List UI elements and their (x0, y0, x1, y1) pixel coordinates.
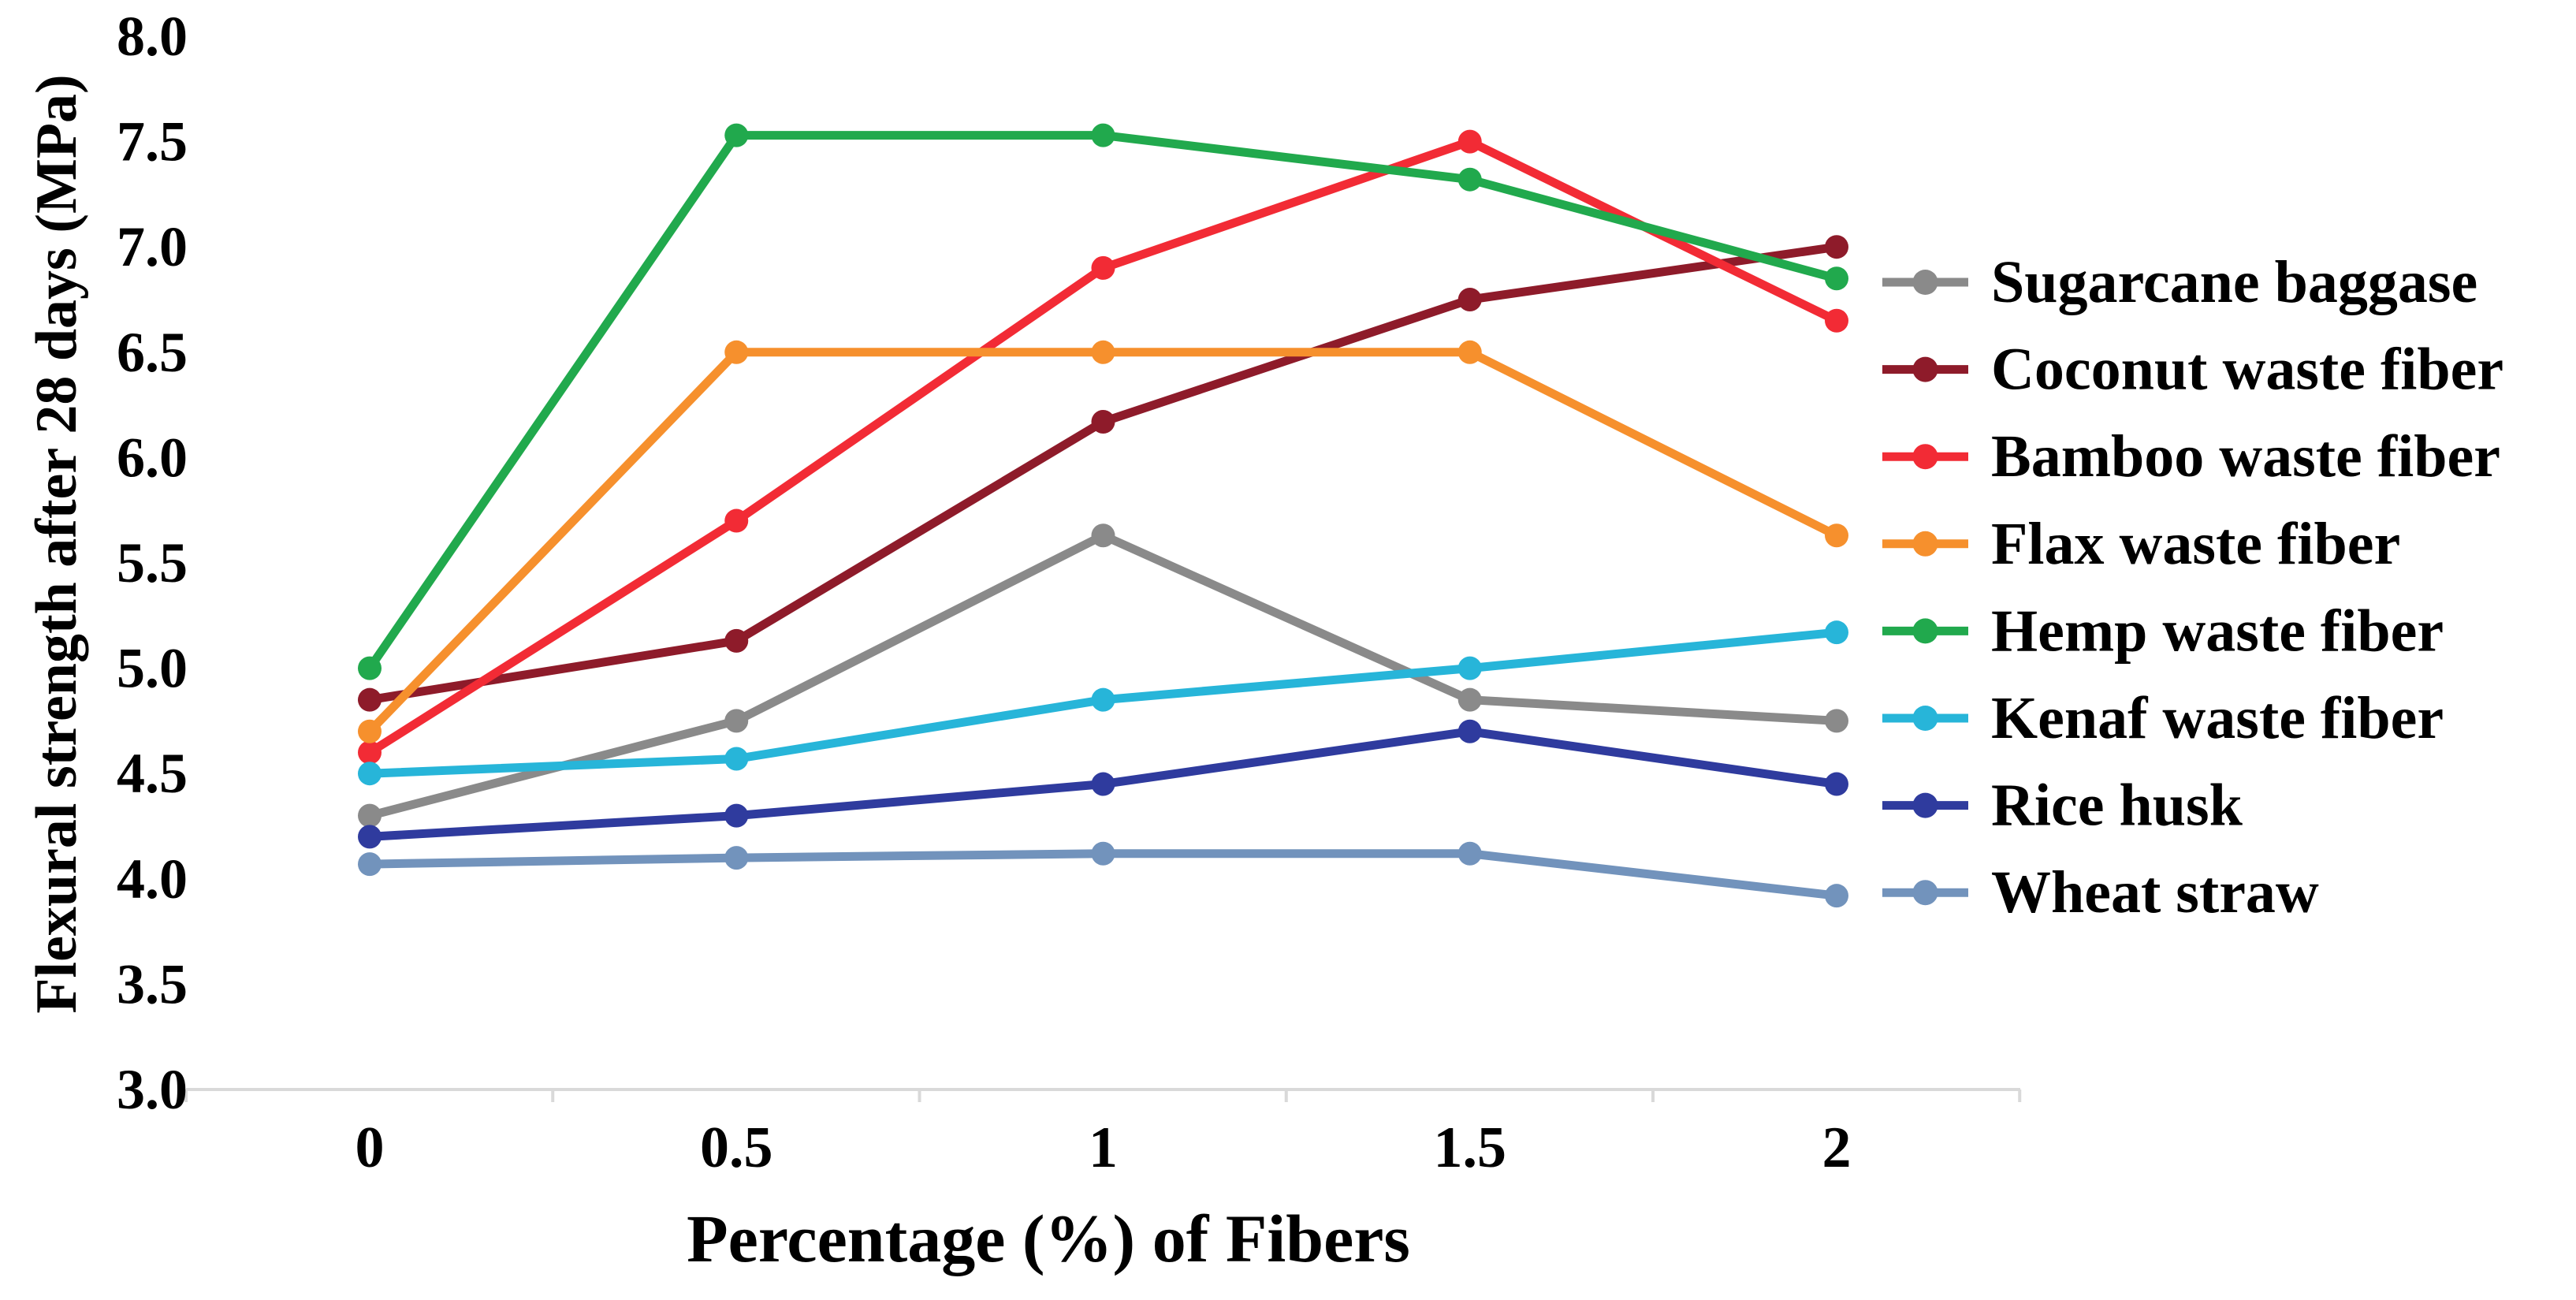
legend-item: Sugarcane baggase (1882, 249, 2477, 315)
legend-label: Hemp waste fiber (1991, 598, 2444, 664)
legend-label: Coconut waste fiber (1991, 337, 2503, 403)
data-point-marker (1825, 709, 1848, 733)
legend-label: Rice husk (1991, 773, 2243, 839)
series-line (365, 242, 1841, 705)
series-3 (358, 340, 1848, 743)
data-point-marker (724, 628, 749, 653)
data-point-marker (1091, 255, 1115, 280)
legend-item: Rice husk (1882, 773, 2243, 839)
data-point-marker (1825, 884, 1848, 908)
data-point-marker (1091, 523, 1115, 548)
data-point-marker (1825, 523, 1848, 548)
y-axis-title: Flexural strength after 28 days (MPa) (24, 74, 89, 1013)
data-point-marker (724, 803, 749, 828)
legend-marker-icon (1912, 531, 1938, 557)
data-point-marker (1457, 340, 1482, 364)
series-4 (358, 123, 1848, 680)
data-point-marker (1825, 772, 1848, 796)
series-0 (358, 523, 1848, 828)
data-point-marker (358, 740, 382, 765)
series-line (365, 131, 1841, 673)
data-point-marker (358, 762, 382, 786)
data-point-marker (724, 709, 749, 733)
data-point-marker (724, 123, 749, 147)
data-point-marker (358, 719, 382, 743)
data-point-marker (1457, 288, 1482, 311)
legend-item: Kenaf waste fiber (1882, 685, 2444, 751)
legend-marker-icon (1912, 792, 1938, 818)
y-tick-label: 5.0 (117, 637, 188, 700)
legend-item: Hemp waste fiber (1882, 598, 2444, 664)
data-point-marker (1457, 719, 1482, 743)
data-point-marker (1457, 129, 1482, 154)
y-tick-label: 4.0 (117, 847, 188, 911)
data-point-marker (1457, 841, 1482, 866)
legend-item: Wheat straw (1882, 859, 2319, 926)
data-point-marker (724, 508, 749, 533)
data-point-marker (358, 852, 382, 877)
x-tick-label: 0.5 (700, 1116, 773, 1180)
y-tick-label: 5.5 (117, 531, 188, 594)
data-point-marker (358, 825, 382, 849)
x-tick-label: 1.5 (1434, 1116, 1507, 1180)
series-6 (358, 719, 1848, 849)
data-point-marker (1825, 308, 1848, 333)
data-point-marker (724, 340, 749, 364)
data-point-marker (1091, 340, 1115, 364)
series-5 (358, 620, 1848, 786)
y-tick-label: 8.0 (117, 5, 188, 68)
y-tick-label: 7.5 (117, 110, 188, 173)
data-point-marker (1825, 620, 1848, 645)
y-tick-label: 6.5 (117, 321, 188, 384)
legend-marker-icon (1912, 880, 1938, 906)
legend-item: Coconut waste fiber (1882, 337, 2503, 403)
data-point-marker (724, 747, 749, 771)
data-point-marker (1091, 772, 1115, 796)
legend-marker-icon (1912, 356, 1938, 382)
data-point-marker (1457, 167, 1482, 192)
x-tick-label: 1 (1089, 1116, 1118, 1180)
x-axis-title: Percentage (%) of Fibers (687, 1201, 1410, 1276)
data-point-marker (1091, 687, 1115, 712)
data-point-marker (1091, 841, 1115, 866)
legend-marker-icon (1912, 618, 1938, 644)
legend-label: Kenaf waste fiber (1991, 685, 2444, 751)
legend-item: Bamboo waste fiber (1882, 423, 2500, 490)
series-2 (358, 129, 1848, 765)
data-point-marker (1091, 409, 1115, 434)
data-point-marker (1825, 266, 1848, 291)
legend-marker-icon (1912, 444, 1938, 470)
series-1 (358, 235, 1848, 712)
y-tick-label: 6.0 (117, 426, 188, 489)
y-tick-label: 3.0 (117, 1058, 188, 1121)
x-tick-label: 0 (356, 1116, 385, 1180)
legend-label: Flax waste fiber (1991, 511, 2400, 577)
y-tick-label: 4.5 (117, 742, 188, 805)
legend-item: Flax waste fiber (1882, 511, 2400, 577)
series-7 (358, 841, 1848, 908)
data-point-marker (1091, 123, 1115, 147)
data-point-marker (358, 656, 382, 680)
legend-label: Sugarcane baggase (1991, 249, 2477, 315)
data-point-marker (1457, 656, 1482, 680)
data-point-marker (1825, 235, 1848, 259)
data-point-marker (724, 846, 749, 870)
legend-label: Wheat straw (1991, 859, 2319, 926)
data-point-marker (1457, 687, 1482, 712)
legend-label: Bamboo waste fiber (1991, 423, 2500, 490)
legend-marker-icon (1912, 270, 1938, 295)
y-tick-label: 7.0 (117, 215, 188, 278)
data-point-marker (358, 803, 382, 828)
legend-marker-icon (1912, 706, 1938, 731)
data-point-marker (358, 687, 382, 712)
y-tick-label: 3.5 (117, 952, 188, 1015)
x-tick-label: 2 (1822, 1116, 1852, 1180)
